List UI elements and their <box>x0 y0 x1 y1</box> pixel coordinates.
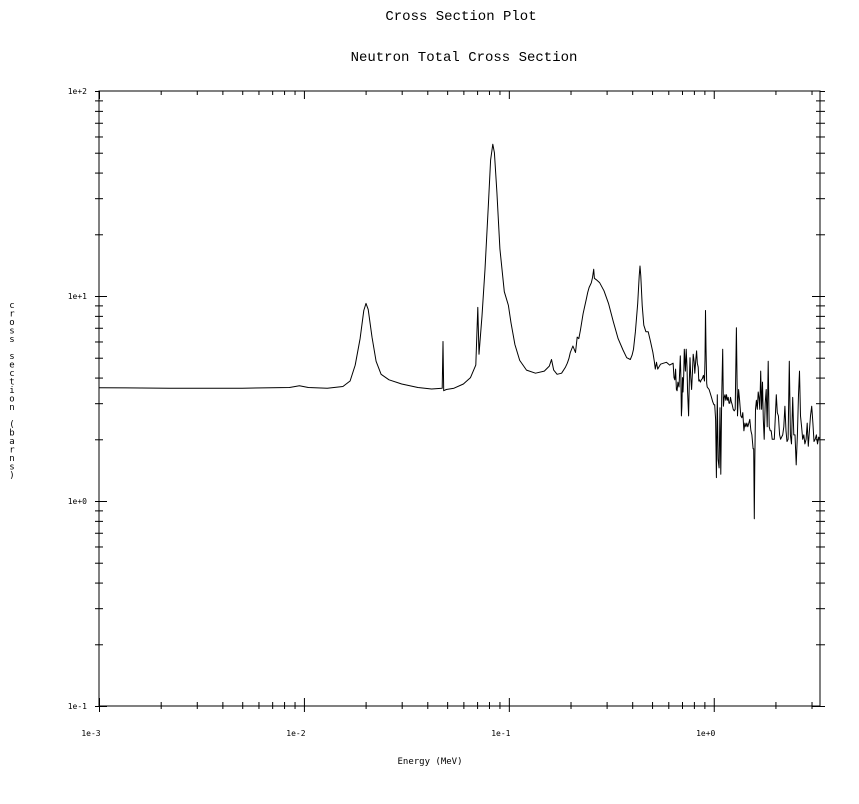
y-axis-label-char: s <box>9 327 14 337</box>
x-tick-label: 1e-3 <box>81 729 100 738</box>
x-tick-label: 1e-2 <box>286 729 305 738</box>
y-axis-label-char: o <box>9 395 14 405</box>
y-tick-label: 1e+0 <box>68 497 87 506</box>
y-tick-label: 1e-1 <box>68 702 87 711</box>
y-axis-label-char: s <box>9 352 14 362</box>
y-tick-label: 1e+1 <box>68 292 87 301</box>
y-tick-label: 1e+2 <box>68 87 87 96</box>
y-axis-label-char: b <box>9 429 14 439</box>
y-axis-label-char: r <box>9 310 15 320</box>
x-axis-label: Energy (MeV) <box>397 757 462 767</box>
y-axis-label-char: o <box>9 318 14 328</box>
y-axis-label-char: i <box>9 386 14 396</box>
y-axis-label-char: c <box>9 369 14 379</box>
axis-ticks <box>95 91 825 712</box>
chart-subtitle: Neutron Total Cross Section <box>351 50 578 66</box>
y-axis-label-char: s <box>9 335 14 345</box>
cross-section-series-line <box>98 143 821 520</box>
y-axis-label-char: n <box>9 454 14 464</box>
y-axis-label-char: c <box>9 301 14 311</box>
y-axis-label-char: ) <box>9 471 14 481</box>
axis-tick-labels: 1e-3 1e-2 1e-1 1e+0 1e-1 1e+0 1e+1 1e+2 <box>68 87 716 738</box>
chart-title: Cross Section Plot <box>385 9 536 25</box>
x-tick-label: 1e-1 <box>491 729 510 738</box>
y-axis-label-char: e <box>9 361 14 371</box>
y-axis-label-char: n <box>9 403 14 413</box>
plot-frame <box>98 90 821 707</box>
y-axis-label-char: s <box>9 463 14 473</box>
y-axis-label-char: ( <box>9 420 14 430</box>
y-axis-label-char: a <box>9 437 14 447</box>
y-axis-label-char: t <box>9 378 14 388</box>
x-tick-label: 1e+0 <box>696 729 715 738</box>
y-axis-label-char: r <box>9 446 15 456</box>
